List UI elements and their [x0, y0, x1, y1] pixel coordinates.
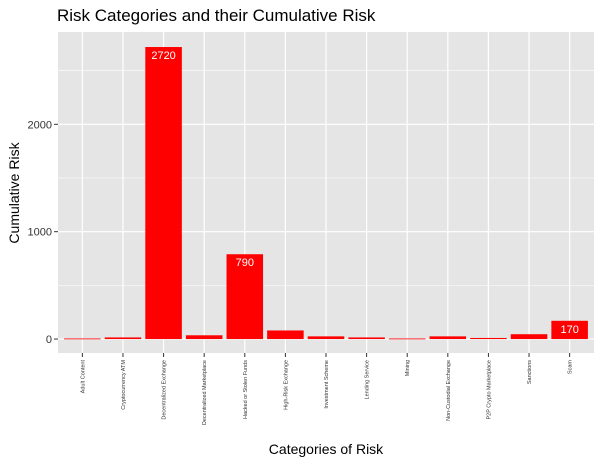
bar — [226, 254, 264, 340]
y-axis: 0 1000 2000 — [28, 119, 58, 346]
bar — [470, 337, 507, 340]
x-tick-label: Investment Scheme — [324, 360, 330, 409]
bar — [104, 337, 142, 340]
x-tick-label: High-Risk Exchange — [283, 360, 289, 410]
bar — [348, 337, 385, 340]
data-label: 2720 — [151, 50, 175, 62]
bar — [145, 47, 182, 340]
x-axis-title: Categories of Risk — [269, 441, 384, 457]
x-tick-label: Hacked or Stolen Funds — [243, 360, 249, 419]
x-tick-label: P2P Crypto Marketplace — [486, 360, 492, 420]
data-label: 170 — [560, 324, 578, 336]
y-axis-title: Cumulative Risk — [6, 141, 22, 243]
x-tick-label: Decentralized Exchange — [162, 360, 168, 420]
x-tick-label: Mining — [405, 360, 411, 376]
x-tick-label: Cryptocurrency ATM — [121, 360, 127, 410]
bars — [64, 47, 588, 340]
x-tick-label: Lending Service — [365, 360, 371, 399]
bar — [510, 334, 548, 340]
bar — [307, 336, 345, 340]
bar — [64, 338, 101, 340]
x-tick-label: Decentralized Marketplace — [202, 360, 208, 425]
chart-title: Risk Categories and their Cumulative Ris… — [57, 6, 376, 25]
y-tick-label: 0 — [46, 334, 52, 346]
x-tick-label: Adult Content — [80, 360, 86, 394]
x-tick-label: Scam — [568, 360, 574, 374]
x-tick-label: Non-Custodial Exchange — [446, 360, 452, 421]
bar — [429, 336, 467, 340]
x-tick-label: Sanctions — [527, 360, 533, 384]
bar — [388, 338, 426, 340]
x-axis: Adult Content Cryptocurrency ATM Decentral… — [80, 353, 574, 425]
bar — [267, 330, 304, 340]
bar — [185, 335, 223, 340]
y-tick-label: 2000 — [28, 119, 52, 131]
data-labels: 2720 790 170 — [151, 50, 578, 336]
y-tick-label: 1000 — [28, 227, 52, 239]
data-label: 790 — [236, 257, 254, 269]
bar — [551, 320, 588, 340]
